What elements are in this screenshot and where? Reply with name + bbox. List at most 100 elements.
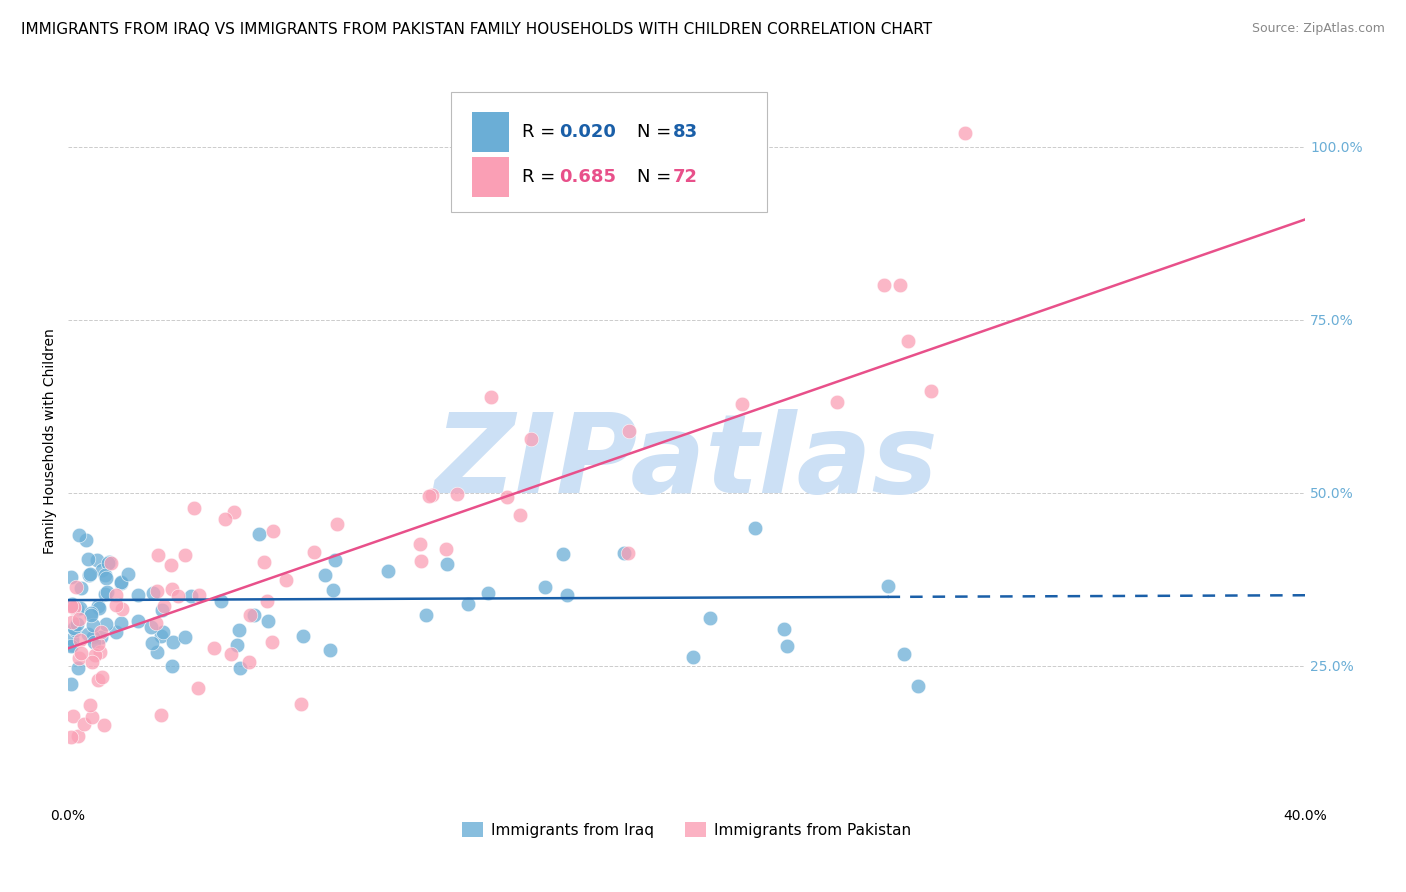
- Point: [247, 527, 270, 541]
- Point: [141, 635, 163, 649]
- Point: [257, 614, 280, 628]
- Text: N =: N =: [637, 168, 676, 186]
- Point: [617, 424, 640, 438]
- Point: [80, 606, 103, 620]
- Point: [65, 624, 87, 638]
- Point: [496, 491, 519, 505]
- Point: [551, 547, 574, 561]
- Point: [274, 574, 297, 588]
- Point: [117, 566, 139, 581]
- Point: [150, 629, 173, 643]
- Point: [76, 626, 98, 640]
- Point: [97, 557, 120, 571]
- Point: [110, 615, 132, 630]
- Point: [96, 571, 118, 585]
- Point: [555, 588, 578, 602]
- Point: [682, 650, 704, 665]
- Point: [773, 622, 796, 636]
- Point: [953, 126, 976, 140]
- Point: [145, 645, 167, 659]
- Point: [86, 673, 108, 687]
- Point: [60, 597, 83, 611]
- Point: [100, 556, 122, 570]
- Point: [262, 524, 284, 539]
- Point: [80, 608, 103, 623]
- Point: [613, 546, 636, 560]
- Point: [75, 533, 97, 548]
- Point: [377, 564, 399, 578]
- Point: [70, 646, 93, 660]
- Point: [62, 708, 84, 723]
- Text: R =: R =: [522, 123, 561, 141]
- Point: [145, 616, 167, 631]
- Point: [325, 517, 347, 532]
- Point: [238, 655, 260, 669]
- Point: [87, 601, 110, 615]
- Point: [418, 490, 440, 504]
- Point: [304, 544, 326, 558]
- Point: [69, 601, 91, 615]
- Point: [174, 630, 197, 644]
- Point: [219, 647, 242, 661]
- Point: [827, 395, 849, 409]
- Text: 0.020: 0.020: [560, 123, 616, 141]
- Point: [314, 567, 336, 582]
- Point: [534, 580, 557, 594]
- Point: [150, 707, 173, 722]
- Point: [228, 624, 250, 638]
- Point: [152, 625, 174, 640]
- Point: [59, 599, 82, 613]
- Point: [82, 630, 104, 644]
- Point: [80, 710, 103, 724]
- Point: [167, 590, 190, 604]
- Point: [243, 607, 266, 622]
- Text: 0.685: 0.685: [560, 168, 616, 186]
- Point: [436, 557, 458, 571]
- Point: [180, 590, 202, 604]
- Point: [253, 555, 276, 569]
- Point: [160, 582, 183, 597]
- Point: [479, 390, 502, 404]
- Point: [91, 562, 114, 576]
- Point: [420, 488, 443, 502]
- Text: Source: ZipAtlas.com: Source: ZipAtlas.com: [1251, 22, 1385, 36]
- Point: [94, 587, 117, 601]
- Point: [66, 617, 89, 632]
- Point: [509, 508, 531, 523]
- Point: [160, 658, 183, 673]
- Point: [69, 582, 91, 596]
- Point: [323, 552, 346, 566]
- Point: [239, 608, 262, 623]
- Point: [209, 593, 232, 607]
- Point: [87, 599, 110, 614]
- Point: [446, 487, 468, 501]
- Point: [142, 585, 165, 599]
- Point: [226, 638, 249, 652]
- Text: N =: N =: [637, 123, 676, 141]
- Point: [60, 639, 83, 653]
- Point: [262, 634, 284, 648]
- Point: [97, 555, 120, 569]
- Point: [162, 634, 184, 648]
- Point: [77, 551, 100, 566]
- Text: R =: R =: [522, 168, 561, 186]
- Point: [66, 661, 89, 675]
- Point: [110, 576, 132, 591]
- Point: [94, 617, 117, 632]
- Point: [187, 681, 209, 695]
- Point: [520, 432, 543, 446]
- Point: [617, 546, 640, 560]
- Point: [82, 618, 104, 632]
- Point: [60, 638, 83, 652]
- Point: [153, 599, 176, 613]
- Point: [80, 655, 103, 669]
- Point: [415, 607, 437, 622]
- Point: [67, 527, 90, 541]
- Point: [889, 278, 911, 293]
- Point: [62, 621, 84, 635]
- Point: [214, 512, 236, 526]
- Point: [146, 583, 169, 598]
- Text: IMMIGRANTS FROM IRAQ VS IMMIGRANTS FROM PAKISTAN FAMILY HOUSEHOLDS WITH CHILDREN: IMMIGRANTS FROM IRAQ VS IMMIGRANTS FROM …: [21, 22, 932, 37]
- Point: [93, 718, 115, 732]
- Point: [139, 620, 162, 634]
